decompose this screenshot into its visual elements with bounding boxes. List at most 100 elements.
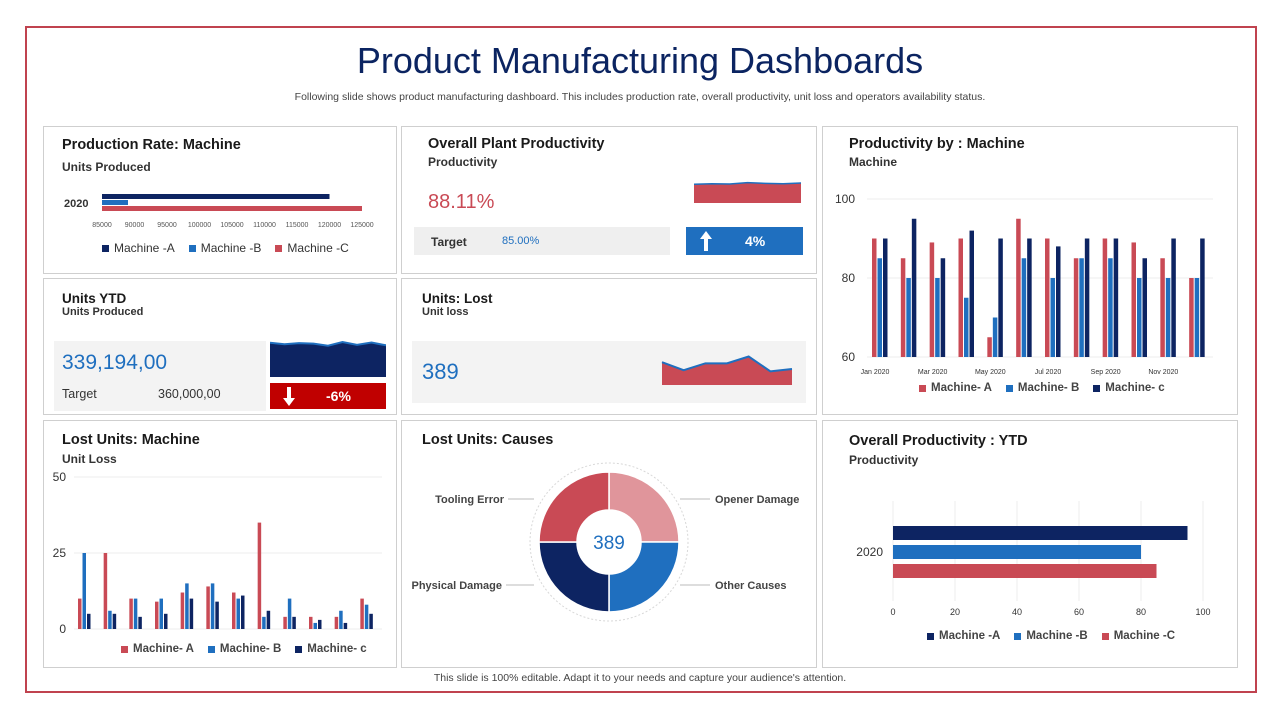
- bar-machine-b: [893, 545, 1141, 559]
- bar-machine-a: [893, 526, 1188, 540]
- bar-machine-a: [257, 522, 262, 629]
- legend-label: Machine- c: [307, 643, 367, 655]
- bar-machine-a: [334, 616, 339, 629]
- bar-machine-b: [1137, 278, 1142, 357]
- overall-productivity-ytd-chart: 0 20 40 60 80 100 2020: [856, 501, 1211, 617]
- units-lost-sparkline: [661, 355, 793, 385]
- legend-item: Machine -B: [1014, 630, 1088, 642]
- bar-machine-a: [283, 616, 287, 629]
- legend-item: Machine- A: [121, 643, 194, 655]
- target-value: 360,000,00: [158, 387, 221, 401]
- x-tick-label: May 2020: [975, 369, 1006, 376]
- panel-title: Productivity by : Machine: [849, 136, 1025, 152]
- bar-machine-a: [78, 598, 82, 629]
- legend-label: Machine- c: [1105, 382, 1165, 394]
- x-tick-label: 125000: [350, 222, 373, 229]
- arrow-down-icon: [283, 387, 295, 406]
- page-title: Product Manufacturing Dashboards: [356, 40, 924, 81]
- panel-title: Units YTD: [62, 291, 127, 306]
- sparkline-area: [694, 182, 801, 203]
- bar-machine-a: [1016, 218, 1021, 357]
- legend-label: Machine- A: [133, 643, 194, 655]
- bar-machine-b: [210, 583, 215, 629]
- legend-label: Machine -B: [200, 241, 262, 255]
- x-tick-label: Mar 2020: [918, 369, 948, 376]
- bar-machine-a: [102, 194, 330, 199]
- productivity-by-machine-legend: Machine- A Machine- B Machine- c: [919, 382, 1165, 394]
- x-tick-label: Sep 2020: [1091, 369, 1121, 376]
- bar-machine-b: [1108, 258, 1113, 357]
- bar-machine-a: [1131, 242, 1136, 357]
- bar-machine-a: [1160, 258, 1165, 357]
- x-tick-label: 40: [1012, 607, 1022, 617]
- x-tick-label: 105000: [220, 222, 243, 229]
- bar-machine-b: [262, 616, 266, 629]
- bar-machine-c: [940, 258, 946, 357]
- legend-item: Machine- c: [1093, 382, 1165, 394]
- bar-machine-a: [360, 598, 364, 629]
- bar-machine-b: [287, 598, 292, 629]
- bar-machine-a: [155, 601, 159, 629]
- bar-machine-c: [998, 238, 1003, 357]
- target-label: Target: [431, 235, 467, 249]
- panel-title: Overall Plant Productivity: [428, 136, 605, 152]
- panel-title: Lost Units: Causes: [422, 432, 554, 448]
- bar-machine-a: [1102, 238, 1108, 357]
- legend-item: Machine -A: [102, 241, 175, 255]
- bar-machine-c: [1084, 238, 1090, 357]
- productivity-by-machine-chart: 60 80 100 Jan 2020 Mar 2020 May 2020 Jul 2020 S…: [835, 192, 1213, 376]
- bar-machine-c: [1200, 238, 1205, 357]
- bar-machine-c: [292, 616, 296, 629]
- sparkline-line: [270, 341, 386, 347]
- bar-machine-b: [108, 610, 112, 629]
- units-lost-panel: Units: Lost Unit loss 389: [401, 278, 817, 415]
- sparkline-line: [694, 181, 801, 186]
- legend-label: Machine -C: [1113, 630, 1176, 642]
- cause-label: Opener Damage: [715, 494, 799, 506]
- panel-subtitle: Unit Loss: [62, 452, 117, 466]
- bar-machine-c: [911, 218, 917, 357]
- panel-title: Overall Productivity : YTD: [849, 433, 1028, 449]
- panel-subtitle: Units Produced: [62, 160, 151, 174]
- target-label: Target: [62, 387, 97, 401]
- bar-machine-b: [102, 200, 128, 205]
- panel-subtitle: Units Produced: [62, 306, 144, 318]
- legend-item: Machine- B: [207, 643, 281, 655]
- sparkline-area: [270, 342, 386, 377]
- x-tick-label: Jul 2020: [1035, 369, 1062, 376]
- donut-hole: [577, 510, 641, 574]
- bar-machine-c: [102, 206, 362, 211]
- lost-units-machine-chart: 0 25 50: [53, 470, 382, 636]
- category-label: 2020: [856, 545, 883, 559]
- lost-units-machine-legend: Machine- A Machine- B Machine- c: [121, 643, 367, 655]
- plant-productivity-panel: Overall Plant Productivity Productivity …: [401, 126, 817, 274]
- donut-outline: [529, 462, 689, 622]
- bar-machine-c: [215, 601, 219, 629]
- bar-machine-c: [318, 619, 322, 629]
- bar-machine-c: [164, 613, 168, 629]
- production-rate-legend: Machine -A Machine -B Machine -C: [102, 241, 349, 255]
- overall-productivity-ytd-legend: Machine -A Machine -B Machine -C: [927, 630, 1175, 642]
- x-tick-label: 100000: [188, 222, 211, 229]
- x-tick-label: 120000: [318, 222, 341, 229]
- cause-label: Physical Damage: [412, 580, 503, 592]
- bar-machine-c: [1142, 258, 1147, 357]
- panel-subtitle: Unit loss: [422, 306, 469, 318]
- cause-label: Other Causes: [715, 580, 787, 592]
- bar-machine-a: [987, 337, 992, 357]
- bar-machine-b: [877, 258, 882, 357]
- bar-machine-c: [241, 595, 245, 629]
- bar-machine-a: [872, 238, 877, 357]
- center-value: 389: [593, 533, 625, 554]
- legend-label: Machine -A: [939, 630, 1001, 642]
- bar-machine-a: [929, 242, 935, 357]
- legend-label: Machine- A: [931, 382, 992, 394]
- legend-item: Machine -C: [275, 241, 349, 255]
- bar-machine-b: [159, 598, 163, 629]
- legend-label: Machine -A: [114, 241, 175, 255]
- bar-machine-b: [1194, 278, 1200, 357]
- bar-machine-c: [189, 598, 194, 629]
- cause-label: Tooling Error: [435, 494, 505, 506]
- y-tick-label: 50: [53, 470, 67, 484]
- legend-item: Machine- B: [1005, 382, 1079, 394]
